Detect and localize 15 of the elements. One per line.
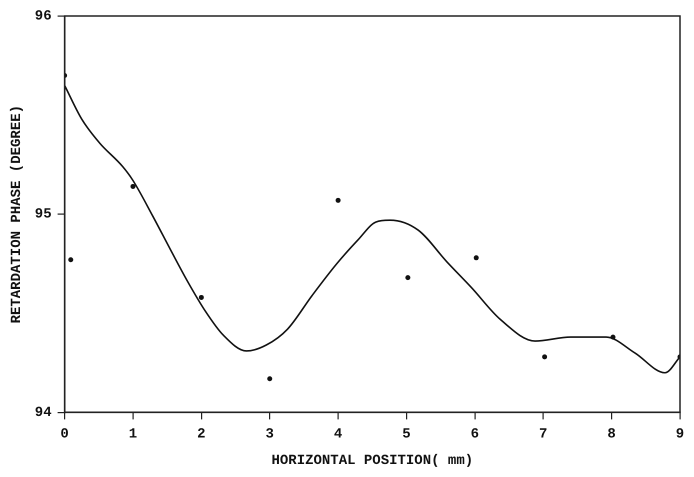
x-tick-label: 2 <box>197 426 206 442</box>
y-axis-title: RETARDATION PHASE (DEGREE) <box>8 104 25 324</box>
x-tick-label: 6 <box>470 426 480 442</box>
x-tick-label: 7 <box>539 426 548 442</box>
x-tick-label: 9 <box>676 426 684 442</box>
y-tick-label: 95 <box>34 206 52 223</box>
x-tick-label: 3 <box>266 426 274 442</box>
x-axis-title: HORIZONTAL POSITION( mm) <box>271 453 474 470</box>
x-tick-label: 0 <box>60 426 69 442</box>
y-tick-label: 96 <box>34 8 52 25</box>
y-tick-label: 94 <box>34 404 52 421</box>
x-tick-label: 8 <box>607 426 616 442</box>
x-tick-label: 1 <box>128 426 138 442</box>
x-tick-label: 5 <box>402 426 411 442</box>
x-tick-label: 4 <box>334 426 342 442</box>
